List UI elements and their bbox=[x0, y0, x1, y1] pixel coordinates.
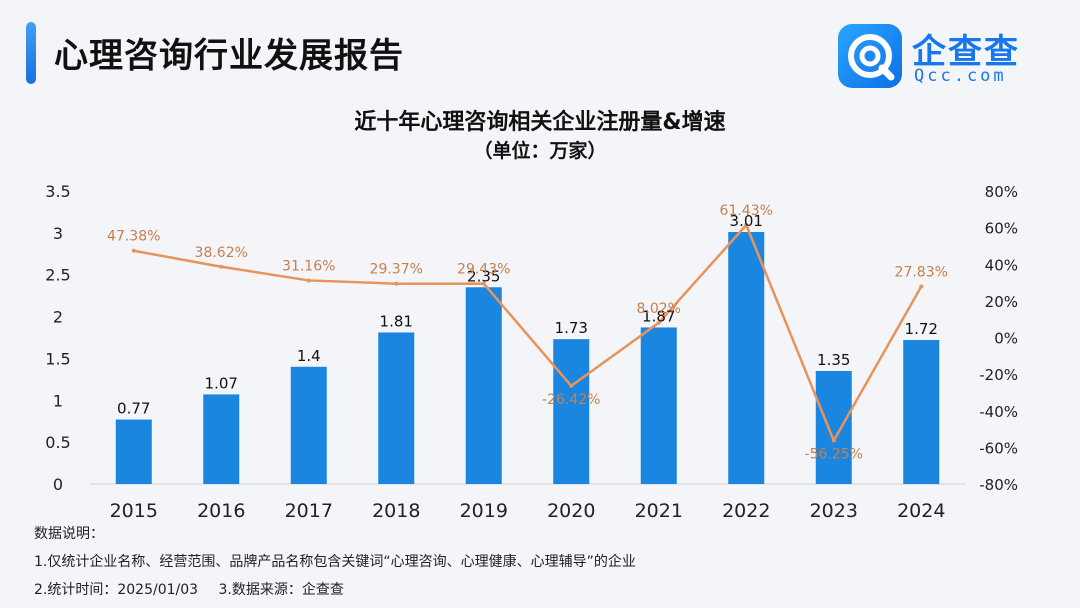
left-axis-tick-label: 0.5 bbox=[45, 433, 70, 452]
growth-value-label: 47.38% bbox=[107, 229, 160, 245]
growth-value-label: 29.37% bbox=[370, 262, 423, 278]
right-axis-tick-label: -60% bbox=[979, 439, 1018, 457]
right-axis-tick-label: 80% bbox=[985, 183, 1018, 201]
notes-time: 2.统计时间：2025/01/03 bbox=[34, 582, 199, 598]
right-axis-tick-label: 60% bbox=[985, 220, 1018, 238]
logo-domain: Qcc.com bbox=[914, 66, 1007, 86]
right-axis-tick-label: -40% bbox=[979, 403, 1018, 421]
x-axis-tick-label: 2017 bbox=[285, 500, 333, 522]
right-axis-tick-label: 20% bbox=[985, 293, 1018, 311]
bar-value-label: 1.81 bbox=[380, 312, 413, 330]
growth-point-2023 bbox=[831, 438, 836, 443]
notes-line-1: 1.仅统计企业名称、经营范围、品牌产品名称包含关键词“心理咨询、心理健康、心理辅… bbox=[34, 554, 636, 570]
growth-point-2018 bbox=[394, 281, 399, 286]
logo-name: 企查查 bbox=[912, 32, 1020, 72]
chart-title: 近十年心理咨询相关企业注册量&增速 bbox=[354, 110, 726, 135]
left-axis-tick-label: 2 bbox=[53, 308, 63, 327]
bar-value-label: 1.07 bbox=[205, 374, 238, 392]
bar-2020 bbox=[553, 339, 590, 484]
bar-value-label: 0.77 bbox=[117, 400, 150, 418]
x-axis-tick-label: 2022 bbox=[722, 500, 770, 522]
growth-value-label: -26.42% bbox=[542, 392, 600, 408]
notes-heading: 数据说明： bbox=[34, 526, 104, 542]
right-axis-tick-label: 40% bbox=[985, 256, 1018, 274]
x-axis-tick-label: 2015 bbox=[110, 500, 158, 522]
right-axis-tick-label: -20% bbox=[979, 366, 1018, 384]
growth-point-2024 bbox=[919, 284, 924, 289]
growth-value-label: -56.25% bbox=[805, 447, 863, 463]
bar-2018 bbox=[378, 332, 415, 484]
bar-value-label: 1.87 bbox=[642, 307, 675, 325]
bar-2023 bbox=[815, 370, 852, 484]
bar-value-label: 2.35 bbox=[467, 267, 500, 285]
growth-value-label: 38.62% bbox=[195, 245, 248, 261]
growth-value-label: 8.02% bbox=[637, 301, 681, 317]
bar-2021 bbox=[640, 327, 677, 484]
growth-value-label: 29.43% bbox=[457, 262, 510, 278]
left-axis-tick-label: 2.5 bbox=[45, 266, 70, 285]
growth-line bbox=[133, 223, 923, 442]
growth-point-2021 bbox=[656, 320, 661, 325]
growth-value-label: 61.43% bbox=[720, 203, 773, 219]
bar-2016 bbox=[203, 394, 240, 484]
growth-point-2019 bbox=[481, 281, 486, 286]
bar-2015 bbox=[115, 419, 152, 484]
page-title: 心理咨询行业发展报告 bbox=[54, 36, 404, 76]
left-axis-tick-label: 3.5 bbox=[45, 182, 70, 201]
growth-point-2017 bbox=[306, 278, 311, 283]
growth-point-2022 bbox=[744, 223, 749, 228]
bar-2019 bbox=[465, 287, 502, 484]
bar-value-label: 1.35 bbox=[817, 351, 850, 369]
bar-value-label: 1.72 bbox=[905, 320, 938, 338]
x-axis-tick-label: 2024 bbox=[897, 500, 945, 522]
x-axis-tick-label: 2016 bbox=[197, 500, 245, 522]
x-axis-tick-label: 2021 bbox=[635, 500, 683, 522]
notes-source: 3.数据来源：企查查 bbox=[218, 582, 344, 598]
bar-value-label: 1.4 bbox=[297, 347, 321, 365]
growth-value-label: 31.16% bbox=[282, 258, 335, 274]
x-axis-tick-label: 2023 bbox=[810, 500, 858, 522]
x-axis-tick-label: 2019 bbox=[460, 500, 508, 522]
bar-2017 bbox=[290, 366, 327, 484]
bar-value-label: 3.01 bbox=[730, 212, 763, 230]
x-axis-tick-label: 2018 bbox=[372, 500, 420, 522]
growth-point-2016 bbox=[219, 264, 224, 269]
left-axis-tick-label: 3 bbox=[53, 224, 63, 243]
left-axis-tick-label: 0 bbox=[53, 475, 63, 494]
bar-2024 bbox=[903, 340, 940, 484]
right-axis-tick-label: -80% bbox=[979, 476, 1018, 494]
left-axis-tick-label: 1.5 bbox=[45, 349, 70, 368]
bar-value-label: 1.73 bbox=[555, 319, 588, 337]
qcc-logo: 企查查 Qcc.com bbox=[838, 24, 1058, 88]
right-axis-tick-label: 0% bbox=[994, 330, 1018, 348]
bar-2022 bbox=[728, 232, 765, 484]
growth-point-2020 bbox=[569, 383, 574, 388]
growth-point-2015 bbox=[131, 248, 136, 253]
chart-subtitle: （单位：万家） bbox=[473, 140, 607, 162]
growth-value-label: 27.83% bbox=[895, 265, 948, 281]
left-axis-tick-label: 1 bbox=[53, 391, 63, 410]
x-axis-tick-label: 2020 bbox=[547, 500, 595, 522]
data-notes: 数据说明： 1.仅统计企业名称、经营范围、品牌产品名称包含关键词“心理咨询、心理… bbox=[34, 520, 636, 604]
title-accent-bar bbox=[26, 22, 36, 84]
qcc-logo-icon bbox=[838, 24, 902, 88]
